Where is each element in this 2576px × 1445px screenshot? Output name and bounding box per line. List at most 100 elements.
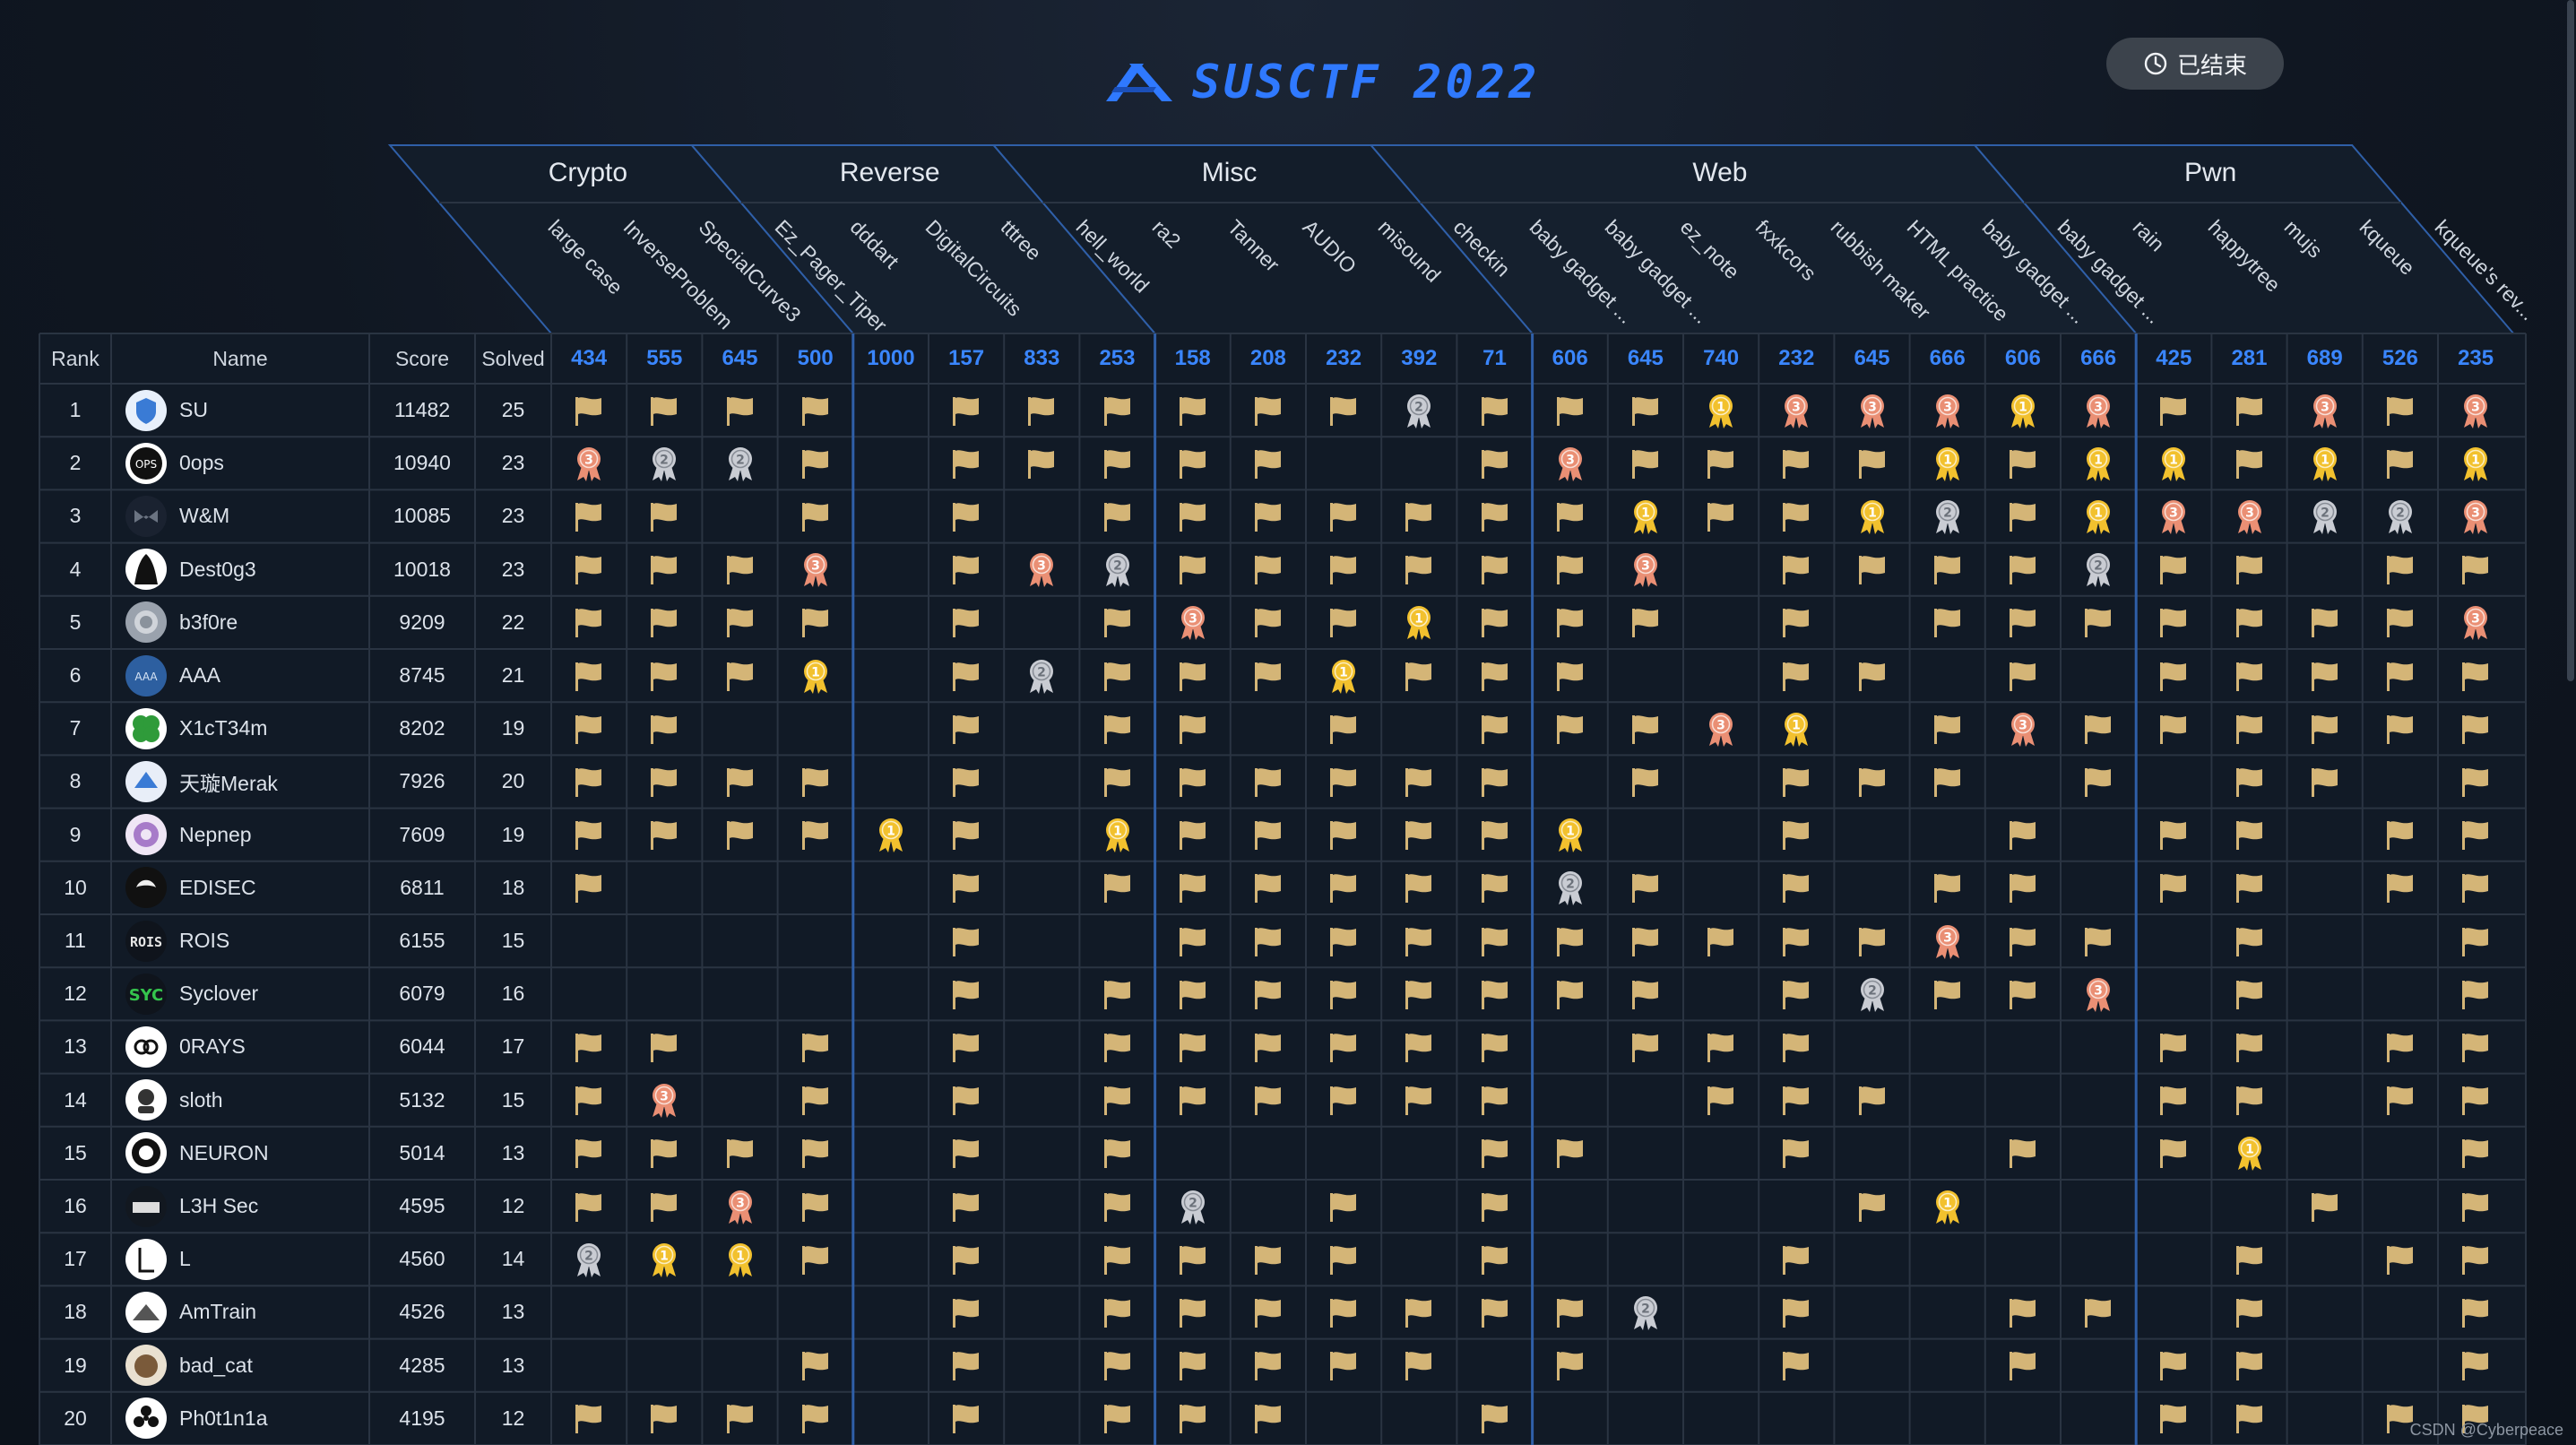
- flag-icon[interactable]: [647, 1136, 681, 1170]
- flag-icon[interactable]: [2459, 765, 2493, 799]
- flag-icon[interactable]: [1176, 552, 1210, 586]
- bronze-medal-icon[interactable]: 3: [799, 550, 833, 588]
- flag-icon[interactable]: [1327, 977, 1361, 1011]
- bronze-medal-icon[interactable]: 3: [1855, 392, 1889, 429]
- flag-icon[interactable]: [647, 712, 681, 746]
- team-avatar[interactable]: [125, 495, 167, 537]
- flag-icon[interactable]: [799, 1030, 833, 1064]
- flag-icon[interactable]: [1402, 499, 1436, 533]
- flag-icon[interactable]: [2006, 870, 2040, 904]
- flag-icon[interactable]: [949, 499, 983, 533]
- flag-icon[interactable]: [1779, 1136, 1813, 1170]
- bronze-medal-icon[interactable]: 3: [2233, 498, 2267, 535]
- flag-icon[interactable]: [1101, 1401, 1135, 1435]
- flag-icon[interactable]: [2233, 870, 2267, 904]
- flag-icon[interactable]: [1553, 659, 1587, 693]
- gold-medal-icon[interactable]: 1: [723, 1241, 757, 1278]
- flag-icon[interactable]: [2157, 818, 2191, 852]
- flag-icon[interactable]: [2233, 552, 2267, 586]
- flag-icon[interactable]: [2383, 1030, 2417, 1064]
- team-name-link[interactable]: NEURON: [179, 1140, 269, 1164]
- team-avatar[interactable]: [125, 707, 167, 749]
- gold-medal-icon[interactable]: 1: [1629, 498, 1663, 535]
- gold-medal-icon[interactable]: 1: [1855, 498, 1889, 535]
- vertical-scrollbar[interactable]: [2567, 0, 2574, 681]
- flag-icon[interactable]: [647, 818, 681, 852]
- flag-icon[interactable]: [2233, 924, 2267, 958]
- flag-icon[interactable]: [1327, 870, 1361, 904]
- flag-icon[interactable]: [572, 605, 606, 639]
- flag-icon[interactable]: [1251, 659, 1285, 693]
- flag-icon[interactable]: [1176, 818, 1210, 852]
- flag-icon[interactable]: [2459, 712, 2493, 746]
- team-name-link[interactable]: SU: [179, 398, 208, 422]
- flag-icon[interactable]: [1176, 659, 1210, 693]
- flag-icon[interactable]: [1402, 1030, 1436, 1064]
- flag-icon[interactable]: [1327, 818, 1361, 852]
- flag-icon[interactable]: [2383, 870, 2417, 904]
- flag-icon[interactable]: [1478, 394, 1512, 428]
- flag-icon[interactable]: [1779, 1295, 1813, 1329]
- flag-icon[interactable]: [2308, 605, 2342, 639]
- flag-icon[interactable]: [572, 1190, 606, 1224]
- flag-icon[interactable]: [799, 818, 833, 852]
- gold-medal-icon[interactable]: 1: [799, 657, 833, 695]
- flag-icon[interactable]: [2006, 659, 2040, 693]
- team-name-link[interactable]: X1cT34m: [179, 716, 268, 740]
- flag-icon[interactable]: [2233, 977, 2267, 1011]
- gold-medal-icon[interactable]: 1: [2006, 392, 2040, 429]
- flag-icon[interactable]: [1931, 977, 1965, 1011]
- flag-icon[interactable]: [1101, 765, 1135, 799]
- flag-icon[interactable]: [1327, 1295, 1361, 1329]
- flag-icon[interactable]: [2383, 552, 2417, 586]
- flag-icon[interactable]: [1553, 552, 1587, 586]
- flag-icon[interactable]: [1478, 1190, 1512, 1224]
- flag-icon[interactable]: [2081, 765, 2115, 799]
- flag-icon[interactable]: [647, 394, 681, 428]
- bronze-medal-icon[interactable]: 3: [2459, 498, 2493, 535]
- challenge-score-header[interactable]: 606: [1552, 346, 1588, 370]
- team-avatar[interactable]: OPS: [125, 442, 167, 484]
- flag-icon[interactable]: [2459, 924, 2493, 958]
- flag-icon[interactable]: [2157, 1136, 2191, 1170]
- flag-icon[interactable]: [2006, 818, 2040, 852]
- team-name-link[interactable]: Syclover: [179, 982, 259, 1006]
- flag-icon[interactable]: [572, 499, 606, 533]
- flag-icon[interactable]: [1024, 394, 1059, 428]
- flag-icon[interactable]: [723, 605, 757, 639]
- flag-icon[interactable]: [949, 977, 983, 1011]
- flag-icon[interactable]: [1101, 1190, 1135, 1224]
- flag-icon[interactable]: [799, 499, 833, 533]
- team-name-link[interactable]: b3f0re: [179, 610, 238, 634]
- flag-icon[interactable]: [1931, 870, 1965, 904]
- flag-icon[interactable]: [2233, 659, 2267, 693]
- flag-icon[interactable]: [647, 552, 681, 586]
- challenge-score-header[interactable]: 689: [2306, 346, 2343, 370]
- flag-icon[interactable]: [1553, 499, 1587, 533]
- flag-icon[interactable]: [1553, 394, 1587, 428]
- bronze-medal-icon[interactable]: 3: [1553, 445, 1587, 482]
- contest-status-button[interactable]: 已结束: [2106, 38, 2284, 90]
- flag-icon[interactable]: [2233, 1242, 2267, 1276]
- team-avatar[interactable]: ROIS: [125, 920, 167, 962]
- flag-icon[interactable]: [1176, 1030, 1210, 1064]
- flag-icon[interactable]: [1251, 394, 1285, 428]
- flag-icon[interactable]: [1176, 765, 1210, 799]
- flag-icon[interactable]: [949, 870, 983, 904]
- flag-icon[interactable]: [1779, 552, 1813, 586]
- challenge-score-header[interactable]: 645: [1854, 346, 1890, 370]
- flag-icon[interactable]: [1176, 977, 1210, 1011]
- flag-icon[interactable]: [2233, 394, 2267, 428]
- flag-icon[interactable]: [1629, 977, 1663, 1011]
- team-avatar[interactable]: [125, 1345, 167, 1387]
- flag-icon[interactable]: [2006, 1295, 2040, 1329]
- flag-icon[interactable]: [2233, 1030, 2267, 1064]
- flag-icon[interactable]: [1478, 870, 1512, 904]
- flag-icon[interactable]: [1327, 552, 1361, 586]
- flag-icon[interactable]: [1327, 924, 1361, 958]
- flag-icon[interactable]: [1327, 1190, 1361, 1224]
- flag-icon[interactable]: [1704, 499, 1738, 533]
- flag-icon[interactable]: [2459, 1401, 2493, 1435]
- flag-icon[interactable]: [1553, 1295, 1587, 1329]
- flag-icon[interactable]: [1176, 1348, 1210, 1382]
